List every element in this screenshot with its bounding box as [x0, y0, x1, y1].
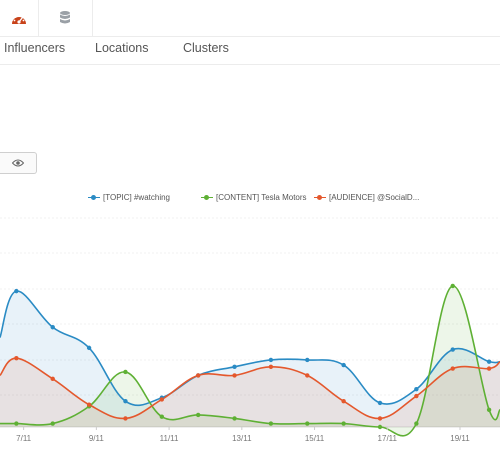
data-point[interactable]: [232, 416, 237, 421]
top-toolbar: [0, 0, 500, 37]
data-point[interactable]: [123, 416, 128, 421]
data-point[interactable]: [486, 366, 492, 371]
x-tick-label: 17/11: [378, 434, 398, 443]
data-point[interactable]: [341, 362, 346, 368]
data-point[interactable]: [341, 421, 346, 426]
tab-bar: Influencers Locations Clusters: [0, 36, 500, 65]
data-point[interactable]: [123, 399, 128, 404]
data-point[interactable]: [268, 421, 274, 426]
data-point[interactable]: [377, 424, 383, 430]
x-tick-label: 11/11: [160, 434, 179, 443]
data-point[interactable]: [195, 373, 201, 378]
x-tick-label: 13/11: [232, 434, 252, 443]
data-point[interactable]: [414, 386, 419, 392]
x-axis: 7/11 9/11 11/11 13/11 15/11 17/11 19/11: [16, 427, 470, 443]
data-point[interactable]: [377, 416, 383, 421]
legend-label: [AUDIENCE] @SocialD...: [329, 193, 420, 202]
data-point[interactable]: [450, 366, 455, 371]
legend-item-topic[interactable]: [TOPIC] #watching: [88, 193, 170, 202]
data-point[interactable]: [305, 373, 310, 378]
x-tick-label: 9/11: [89, 434, 105, 443]
dashboard-gauge-icon: [12, 14, 26, 24]
data-point[interactable]: [341, 399, 346, 404]
dashboard-button[interactable]: [0, 0, 39, 36]
data-point[interactable]: [14, 288, 19, 294]
legend-swatch: [314, 194, 326, 202]
tab-locations[interactable]: Locations: [95, 41, 149, 55]
data-point[interactable]: [50, 325, 55, 330]
data-point[interactable]: [486, 359, 492, 364]
x-tick-label: 19/11: [450, 434, 470, 443]
data-point[interactable]: [305, 357, 310, 363]
chart-areas: [0, 285, 500, 436]
data-point[interactable]: [14, 421, 19, 426]
series-area-2: [0, 358, 500, 427]
legend-label: [TOPIC] #watching: [103, 193, 170, 202]
tab-influencers[interactable]: Influencers: [4, 41, 66, 55]
legend-item-content[interactable]: [CONTENT] Tesla Motors: [201, 193, 307, 202]
data-point[interactable]: [86, 402, 92, 407]
data-point[interactable]: [450, 347, 455, 352]
database-button[interactable]: [38, 0, 93, 36]
legend-label: [CONTENT] Tesla Motors: [216, 193, 307, 202]
data-point[interactable]: [377, 400, 383, 406]
x-tick-label: 7/11: [16, 434, 32, 443]
data-point[interactable]: [14, 356, 19, 361]
database-icon: [60, 11, 70, 24]
chart-legend: [TOPIC] #watching [CONTENT] Tesla Motors…: [0, 193, 500, 207]
series-area-1: [0, 285, 500, 436]
data-point[interactable]: [414, 421, 419, 426]
data-point[interactable]: [486, 407, 492, 412]
data-point[interactable]: [305, 421, 310, 426]
series-area-0: [0, 291, 500, 427]
data-point[interactable]: [195, 412, 201, 418]
data-point[interactable]: [50, 376, 55, 382]
x-tick-label: 15/11: [305, 434, 325, 443]
legend-swatch: [201, 194, 213, 202]
data-point[interactable]: [268, 357, 274, 363]
data-point[interactable]: [123, 369, 128, 375]
data-point[interactable]: [414, 393, 419, 399]
series-line-0[interactable]: [0, 290, 500, 407]
legend-swatch: [88, 194, 100, 202]
eye-icon: [12, 159, 24, 167]
data-point[interactable]: [232, 364, 237, 369]
data-point[interactable]: [159, 414, 165, 419]
legend-item-audience[interactable]: [AUDIENCE] @SocialD...: [314, 193, 419, 202]
data-point[interactable]: [450, 283, 455, 289]
data-point[interactable]: [232, 373, 237, 378]
series-line-2[interactable]: [0, 357, 500, 420]
chart-points: [14, 283, 492, 430]
data-point[interactable]: [159, 397, 165, 402]
toggle-visibility-button[interactable]: [0, 152, 37, 174]
data-point[interactable]: [268, 364, 274, 369]
tab-clusters[interactable]: Clusters: [183, 41, 229, 55]
data-point[interactable]: [50, 421, 55, 426]
data-point[interactable]: [86, 345, 92, 351]
